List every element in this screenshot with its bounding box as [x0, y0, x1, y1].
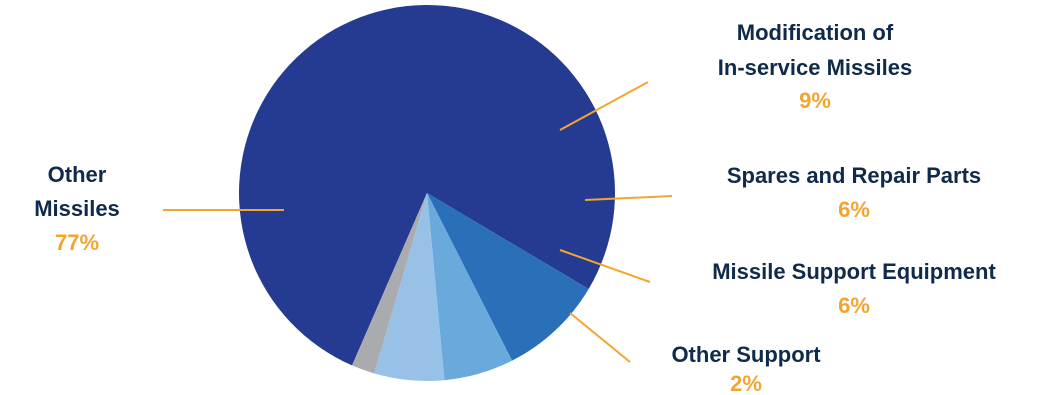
- slice-label-other-missiles-line-1: Other: [48, 162, 107, 187]
- slice-value-missile-support-equipment: 6%: [838, 293, 870, 318]
- slice-labels: Other Missiles 77% Modification of In-servic…: [34, 20, 996, 395]
- slice-label-modification-of-in-service-missiles-line-1: Modification of: [737, 20, 894, 45]
- leader-lines: [163, 81, 673, 363]
- pie-slice-other-support: [352, 193, 427, 374]
- slice-value-other-support: 2%: [730, 371, 762, 395]
- pie-slice-other-missiles: [238, 4, 615, 366]
- leader-line-other-support: [569, 312, 631, 363]
- leader-line-modification-of-in-service-missiles: [559, 81, 649, 131]
- pie-slice-spares-and-repair-parts: [427, 193, 513, 381]
- slice-label-other-support: Other Support: [671, 342, 821, 367]
- leader-line-spares-and-repair-parts: [584, 195, 673, 201]
- leader-line-missile-support-equipment: [559, 249, 651, 283]
- slice-label-spares-and-repair-parts: Spares and Repair Parts: [727, 163, 981, 188]
- slice-label-missile-support-equipment: Missile Support Equipment: [712, 259, 996, 284]
- slice-value-spares-and-repair-parts: 6%: [838, 197, 870, 222]
- pie-slices: [238, 4, 615, 382]
- slice-label-modification-of-in-service-missiles-line-2: In-service Missiles: [718, 55, 912, 80]
- slice-value-modification-of-in-service-missiles: 9%: [799, 88, 831, 113]
- slice-label-other-missiles-line-2: Missiles: [34, 196, 120, 221]
- slice-value-other-missiles: 77%: [55, 230, 99, 255]
- pie-slice-missile-support-equipment: [374, 193, 445, 382]
- pie-slice-modification-of-in-service-missiles: [427, 193, 589, 361]
